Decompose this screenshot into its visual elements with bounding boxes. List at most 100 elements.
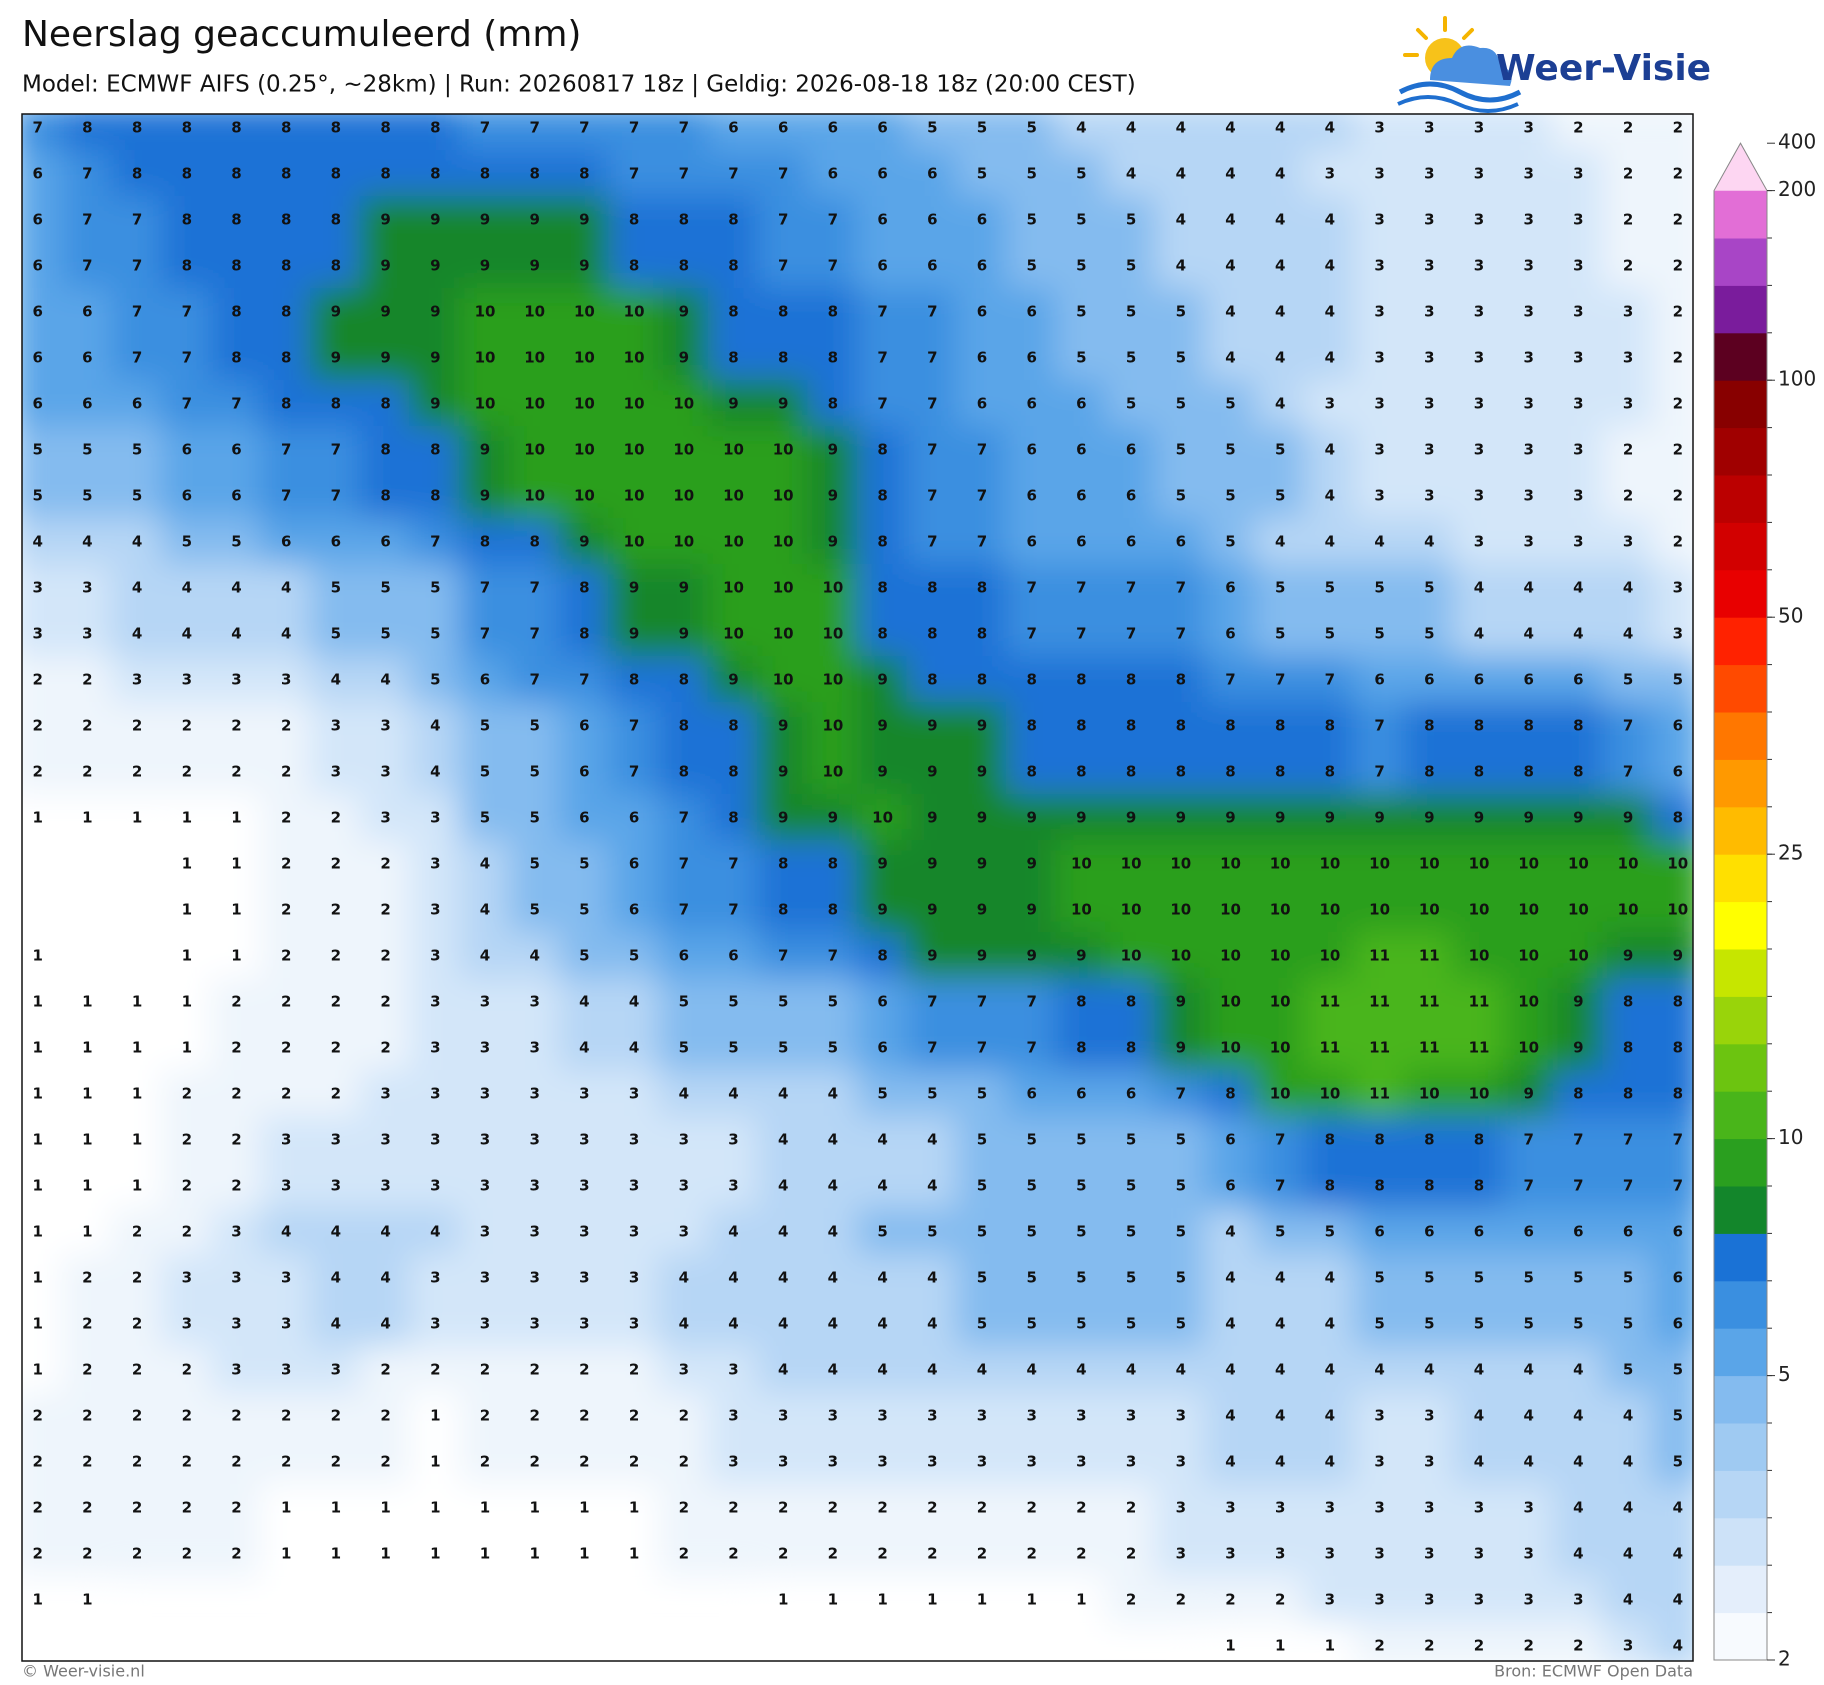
cell-value: 3 bbox=[1474, 487, 1484, 505]
cell bbox=[1055, 748, 1108, 796]
cell-value: 10 bbox=[475, 303, 496, 321]
cell-value: 4 bbox=[579, 1039, 589, 1057]
cell bbox=[459, 196, 511, 244]
cell-value: 4 bbox=[1325, 349, 1335, 367]
cell bbox=[359, 1530, 412, 1578]
cell-value: 6 bbox=[231, 441, 241, 459]
cell-value: 5 bbox=[1275, 441, 1285, 459]
cell-value: 4 bbox=[1673, 1499, 1683, 1517]
cell bbox=[210, 1024, 263, 1072]
cell bbox=[657, 150, 710, 198]
cell bbox=[22, 288, 64, 336]
cell bbox=[359, 1208, 412, 1256]
cell-value: 5 bbox=[32, 441, 42, 459]
cell-value: 1 bbox=[231, 855, 241, 873]
cell bbox=[707, 150, 760, 198]
cell-value: 8 bbox=[629, 671, 639, 689]
cell bbox=[1453, 1208, 1505, 1256]
colorbar-band bbox=[1714, 854, 1767, 903]
cell bbox=[260, 840, 313, 888]
cell-value: 3 bbox=[1573, 487, 1583, 505]
cell-value: 2 bbox=[480, 1453, 490, 1471]
cell-value: 9 bbox=[679, 303, 689, 321]
cell bbox=[1353, 380, 1406, 428]
cell bbox=[558, 1392, 611, 1440]
cell bbox=[1353, 1576, 1406, 1624]
colorbar-label: 50 bbox=[1778, 604, 1803, 628]
cell bbox=[1005, 1024, 1058, 1072]
cell-value: 6 bbox=[828, 165, 838, 183]
cell-value: 4 bbox=[1176, 1361, 1186, 1379]
cell-value: 9 bbox=[977, 809, 987, 827]
cell-value: 7 bbox=[679, 855, 689, 873]
cell bbox=[558, 1208, 611, 1256]
cell bbox=[1552, 196, 1605, 244]
cell bbox=[1055, 114, 1108, 152]
cell-value: 10 bbox=[1419, 901, 1440, 919]
cell bbox=[210, 426, 263, 474]
cell-value: 3 bbox=[182, 1315, 192, 1333]
cell bbox=[1403, 334, 1456, 382]
cell-value: 3 bbox=[1325, 1499, 1335, 1517]
cell bbox=[1651, 1438, 1693, 1486]
cell bbox=[856, 702, 909, 750]
cell bbox=[111, 702, 163, 750]
cell-value: 5 bbox=[679, 1039, 689, 1057]
cell-value: 9 bbox=[828, 533, 838, 551]
cell-value: 4 bbox=[380, 1269, 390, 1287]
cell bbox=[22, 242, 64, 290]
cell bbox=[1304, 610, 1356, 658]
cell bbox=[508, 114, 561, 152]
cell bbox=[359, 1070, 412, 1118]
cell-value: 7 bbox=[529, 119, 539, 137]
cell-value: 7 bbox=[828, 257, 838, 275]
cell bbox=[359, 1116, 412, 1164]
cell bbox=[61, 702, 114, 750]
cell-value: 8 bbox=[1225, 717, 1235, 735]
cell-value: 2 bbox=[380, 947, 390, 965]
cell-value: 4 bbox=[1325, 1453, 1335, 1471]
cell bbox=[558, 748, 611, 796]
cell-value: 4 bbox=[1225, 349, 1235, 367]
cell bbox=[1254, 1208, 1307, 1256]
cell bbox=[1154, 886, 1207, 934]
cell-value: 3 bbox=[877, 1407, 887, 1425]
cell bbox=[508, 656, 561, 704]
cell-value: 8 bbox=[1076, 763, 1086, 781]
cell bbox=[906, 472, 959, 520]
cell-value: 4 bbox=[1623, 1499, 1633, 1517]
cell bbox=[657, 196, 710, 244]
cell-value: 3 bbox=[1026, 1453, 1036, 1471]
cell-value: 4 bbox=[1325, 1269, 1335, 1287]
cell bbox=[160, 426, 213, 474]
cell-value: 5 bbox=[331, 579, 341, 597]
cell-value: 3 bbox=[1623, 303, 1633, 321]
cell-value: 5 bbox=[32, 487, 42, 505]
cell bbox=[260, 656, 313, 704]
cell bbox=[558, 840, 611, 888]
cell bbox=[1602, 656, 1654, 704]
cell bbox=[359, 150, 412, 198]
cell-value: 4 bbox=[1225, 1315, 1235, 1333]
cell bbox=[657, 1070, 710, 1118]
cell-value: 4 bbox=[1225, 1407, 1235, 1425]
cell bbox=[22, 380, 64, 428]
cell-value: 9 bbox=[778, 717, 788, 735]
cell-value: 2 bbox=[231, 1131, 241, 1149]
cell-value: 7 bbox=[629, 717, 639, 735]
cell bbox=[1403, 702, 1456, 750]
cell bbox=[1204, 1070, 1257, 1118]
cell-value: 2 bbox=[977, 1545, 987, 1563]
cell bbox=[906, 794, 959, 842]
cell-value: 4 bbox=[927, 1177, 937, 1195]
cell-value: 10 bbox=[1220, 993, 1241, 1011]
cell bbox=[22, 1530, 64, 1578]
cell bbox=[1304, 794, 1356, 842]
colorbar-band bbox=[1714, 1233, 1767, 1282]
cell-value: 9 bbox=[977, 855, 987, 873]
cell-value: 3 bbox=[679, 1131, 689, 1149]
cell-value: 5 bbox=[1026, 211, 1036, 229]
cell-value: 9 bbox=[1076, 947, 1086, 965]
cell-value: 2 bbox=[182, 1131, 192, 1149]
